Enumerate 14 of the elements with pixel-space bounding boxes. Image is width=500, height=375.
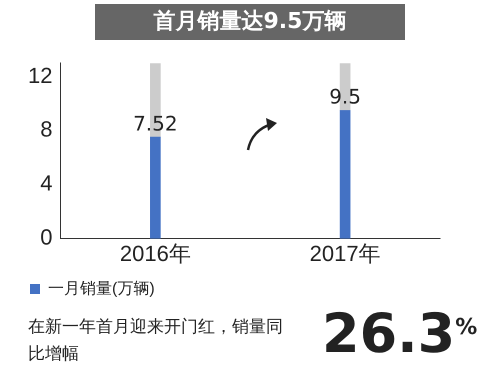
y-tick-label: 4 — [40, 170, 52, 196]
y-tick-label: 12 — [28, 62, 52, 88]
y-tick-label: 8 — [40, 116, 52, 142]
text: 26.3$^{%}$ — [322, 302, 478, 366]
legend-label: 一月销量(万辆) — [48, 280, 155, 298]
data-label: 7.52 — [133, 111, 178, 136]
chart-title: 首月销量达9.5万辆 — [95, 4, 405, 40]
x-tick-label: 2017年 — [310, 240, 381, 266]
bar — [340, 110, 350, 239]
x-tick-label: 2016年 — [120, 240, 191, 266]
text: 在新一年首月迎来开门红，销量同比增幅 — [28, 316, 284, 366]
data-label: 9.5 — [329, 84, 362, 109]
y-tick-label: 0 — [40, 224, 52, 250]
bar — [150, 136, 161, 239]
